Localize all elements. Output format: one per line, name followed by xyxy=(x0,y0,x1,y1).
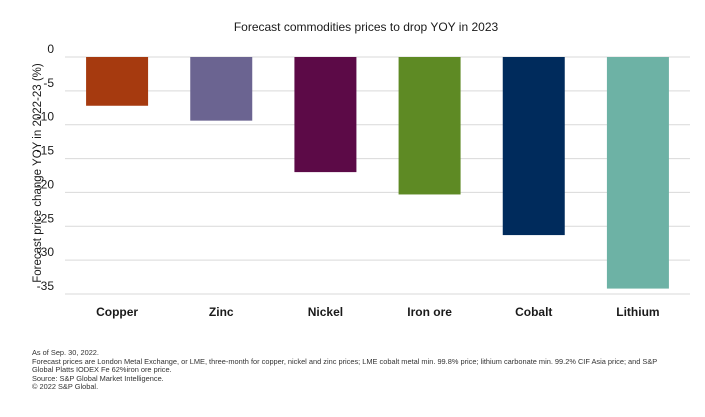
y-axis-ticks: 0 -5 -10 -15 -20 -25 -30 -35 xyxy=(37,42,55,293)
x-tick-label: Nickel xyxy=(308,305,343,319)
methodology-note-line-2: Global Platts IODEX Fe 62%iron ore price… xyxy=(32,366,172,375)
chart-title: Forecast commodities prices to drop YOY … xyxy=(234,20,499,34)
y-tick-label: -20 xyxy=(37,177,55,191)
x-tick-label: Iron ore xyxy=(407,305,452,319)
bar-cobalt xyxy=(502,57,565,236)
as-of-note: As of Sep. 30, 2022. xyxy=(32,349,99,357)
x-tick-label: Cobalt xyxy=(515,305,552,319)
y-tick-label: -25 xyxy=(37,211,55,225)
bar-lithium xyxy=(606,57,669,289)
y-tick-label: -5 xyxy=(43,76,54,90)
y-tick-label: -15 xyxy=(37,144,55,158)
chart-notes: As of Sep. 30, 2022. Forecast prices are… xyxy=(32,349,697,392)
y-tick-label: -10 xyxy=(37,110,55,124)
y-axis-label: Forecast price change YOY in 2022-23 (%) xyxy=(32,63,44,283)
bar-copper xyxy=(86,57,149,106)
x-tick-label: Zinc xyxy=(209,305,234,319)
y-tick-label: -35 xyxy=(37,279,55,293)
source-note: Source: S&P Global Market Intelligence. xyxy=(32,374,164,383)
x-tick-label: Copper xyxy=(96,305,138,319)
bar-chart: Forecast commodities prices to drop YOY … xyxy=(32,20,690,319)
bars xyxy=(86,57,669,289)
bar-iron-ore xyxy=(398,57,461,195)
methodology-note-line-1: Forecast prices are London Metal Exchang… xyxy=(32,357,658,366)
x-axis-categories: Copper Zinc Nickel Iron ore Cobalt Lithium xyxy=(96,305,659,319)
y-tick-label: -30 xyxy=(37,245,55,259)
x-tick-label: Lithium xyxy=(616,305,659,319)
bar-zinc xyxy=(190,57,253,121)
gridlines xyxy=(65,56,690,295)
copyright-note: © 2022 S&P Global. xyxy=(32,383,99,392)
y-tick-label: 0 xyxy=(47,42,54,56)
bar-nickel xyxy=(294,57,357,173)
